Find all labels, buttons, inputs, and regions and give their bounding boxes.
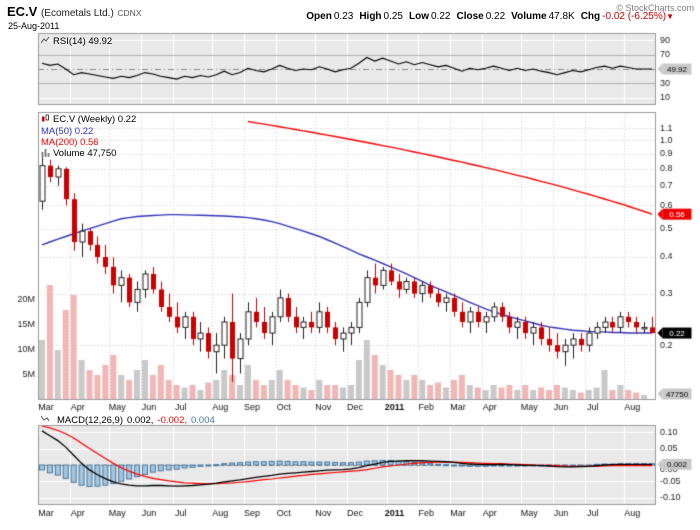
ma200-legend: MA(200) 0.56 <box>41 137 99 148</box>
exchange-label: CDNX <box>117 8 142 18</box>
low-label: Low <box>409 11 429 22</box>
price-legend-block: EC.V (Weekly) 0.22 MA(50) 0.22 MA(200) 0… <box>41 114 136 160</box>
close-value: 0.22 <box>485 11 506 22</box>
macd-line-value: 0.002, <box>127 415 154 426</box>
macd-indicator-icon <box>40 414 50 426</box>
price-legend-row: EC.V (Weekly) 0.22 <box>41 114 136 126</box>
quote-volume: Volume 47.8K <box>511 11 575 22</box>
candlestick-icon <box>41 114 50 126</box>
quote-low: Low 0.22 <box>409 11 450 22</box>
open-value: 0.23 <box>333 11 354 22</box>
rsi-indicator-icon <box>40 36 50 48</box>
quote-open: Open 0.23 <box>306 11 353 22</box>
macd-hist-value: 0.004 <box>191 415 215 426</box>
quote-chg-value: -0.02 (-6.25%) <box>602 11 667 22</box>
open-label: Open <box>306 11 332 22</box>
quote-high: High 0.25 <box>359 11 403 22</box>
volume-value: 47.8K <box>548 11 575 22</box>
company-name: (Ecometals Ltd.) <box>40 8 114 19</box>
quote-close: Close 0.22 <box>456 11 505 22</box>
rsi-legend: RSI(14) 49.92 <box>53 36 113 47</box>
chg-label: Chg <box>580 11 601 22</box>
page-title: EC.V (Ecometals Ltd.) CDNX <box>7 4 142 19</box>
macd-legend-row: MACD(12,26,9) 0.002, -0.002, 0.004 <box>40 414 215 426</box>
high-label: High <box>359 11 382 22</box>
volume-legend-row: Volume 47,750 <box>41 148 136 160</box>
ticker-symbol: EC.V <box>7 4 38 19</box>
quote-summary-bar: Open 0.23 High 0.25 Low 0.22 Close 0.22 Volu… <box>306 11 674 22</box>
ma50-legend: MA(50) 0.22 <box>41 126 94 137</box>
price-legend: EC.V (Weekly) 0.22 <box>53 114 137 125</box>
quote-chg: Chg -0.02 (-6.25%)▼ <box>581 11 674 22</box>
low-value: 0.22 <box>431 11 451 22</box>
volume-bars-icon <box>41 148 50 160</box>
volume-label: Volume <box>511 11 547 22</box>
chg-down-arrow-icon: ▼ <box>666 12 674 21</box>
volume-legend: Volume 47,750 <box>53 148 117 159</box>
macd-legend: MACD(12,26,9) <box>57 415 123 426</box>
high-value: 0.25 <box>383 11 403 22</box>
chart-date: 25-Aug-2011 <box>8 21 60 31</box>
close-label: Close <box>456 11 484 22</box>
copyright-notice: © StockCharts.com <box>616 3 694 13</box>
macd-signal-value: -0.002, <box>157 415 187 426</box>
rsi-legend-row: RSI(14) 49.92 <box>40 36 113 48</box>
